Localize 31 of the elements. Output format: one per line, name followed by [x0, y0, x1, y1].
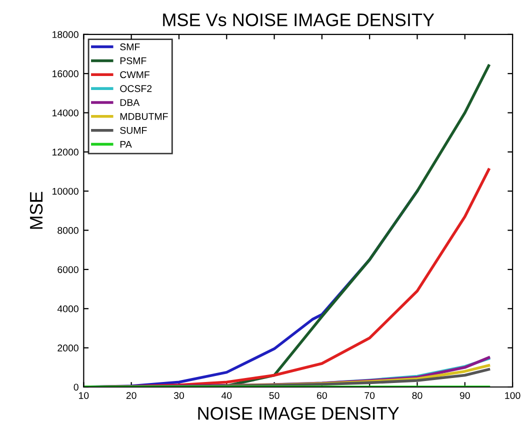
x-tick-label: 40 [221, 392, 232, 399]
legend-label: MDBUTMF [120, 113, 168, 120]
x-tick-label: 20 [126, 392, 136, 399]
x-axis-title: NOISE IMAGE DENSITY [198, 406, 400, 420]
legend-label: CWMF [120, 71, 150, 78]
y-tick-label: 2000 [58, 344, 78, 352]
legend-label: PA [120, 140, 132, 148]
y-tick-label: 16000 [52, 70, 78, 78]
legend-label: PSMF [120, 57, 146, 64]
y-tick-label: 8000 [58, 227, 78, 234]
x-tick-label: 60 [317, 392, 327, 399]
x-tick-label: 80 [412, 392, 422, 399]
y-tick-label: 14000 [52, 109, 78, 116]
y-tick-label: 18000 [52, 31, 78, 38]
legend-label: DBA [120, 99, 140, 106]
y-tick-label: 6000 [58, 266, 78, 274]
x-tick-label: 10 [79, 392, 89, 399]
x-tick-label: 50 [269, 392, 280, 399]
legend-label: SMF [120, 43, 140, 50]
x-tick-label: 30 [174, 392, 184, 399]
y-tick-label: 0 [74, 384, 78, 391]
x-tick-label: 100 [505, 392, 520, 399]
y-tick-label: 12000 [52, 148, 78, 156]
x-tick-label: 90 [460, 392, 470, 399]
y-axis-title: MSE [30, 192, 43, 229]
x-tick-label: 70 [364, 392, 375, 399]
y-tick-label: 10000 [52, 188, 78, 195]
legend-label: SUMF [120, 126, 147, 134]
legend-label: OCSF2 [120, 85, 152, 92]
y-tick-label: 4000 [57, 305, 78, 312]
chart-title: MSE Vs NOISE IMAGE DENSITY [163, 13, 434, 26]
